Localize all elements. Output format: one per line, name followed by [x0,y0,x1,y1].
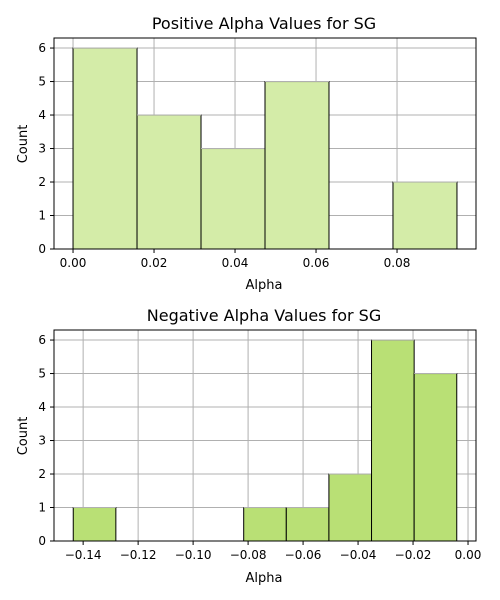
bottom-histogram-bar [413,373,458,542]
top-ytick-label: 4 [38,108,46,122]
top-yticks: 0 1 2 3 4 5 6 [38,41,54,256]
bottom-y-axis-label: Count [16,417,31,456]
top-xticks: 0.00 0.02 0.04 0.06 0.08 [60,249,411,270]
top-ytick-label: 3 [38,142,46,156]
top-ytick-label: 5 [38,75,46,89]
top-xtick-label: 0.08 [384,256,411,270]
bottom-xtick-label: −0.04 [340,548,377,562]
bottom-xtick-label: −0.14 [65,548,102,562]
top-histogram: Positive Alpha Values for SG 0.00 0.02 0.0… [16,14,477,293]
top-xtick-label: 0.06 [303,256,330,270]
top-bars [72,47,458,250]
bottom-histogram-bar [243,507,287,542]
bottom-histogram-bar [285,507,330,542]
bottom-bars [72,339,458,542]
bottom-xtick-label: −0.10 [175,548,212,562]
bottom-histogram-bar [72,507,117,542]
top-histogram-bar [392,181,458,250]
top-xtick-label: 0.04 [222,256,249,270]
bottom-ytick-label: 1 [38,501,46,515]
bottom-xtick-label: −0.08 [230,548,267,562]
bottom-xtick-label: −0.12 [120,548,157,562]
bottom-plot-frame [53,329,477,542]
top-histogram-bar [136,114,202,250]
bottom-histogram-bar [328,473,373,542]
bottom-xtick-label: −0.02 [395,548,432,562]
top-plot-frame [53,37,477,250]
bottom-histogram: Negative Alpha Values for SG −0.14 −0.12−… [16,306,481,586]
top-histogram-bar [72,47,138,250]
top-xtick-label: 0.00 [60,256,87,270]
bottom-histogram-bar [371,339,415,542]
bottom-ytick-label: 5 [38,367,46,381]
top-histogram-bar [200,148,266,250]
top-ytick-label: 6 [38,41,46,55]
top-ytick-label: 2 [38,175,46,189]
top-chart-title: Positive Alpha Values for SG [152,14,376,33]
top-ytick-label: 0 [38,242,46,256]
bottom-ytick-label: 3 [38,434,46,448]
bottom-x-axis-label: Alpha [246,571,283,586]
bottom-xtick-label: −0.06 [285,548,322,562]
top-y-axis-label: Count [16,125,31,164]
bottom-ytick-label: 4 [38,400,46,414]
top-xtick-label: 0.02 [141,256,168,270]
top-histogram-bar [264,81,330,250]
bottom-chart-title: Negative Alpha Values for SG [147,306,381,325]
bottom-xtick-label: 0.00 [455,548,482,562]
bottom-ytick-label: 6 [38,333,46,347]
top-x-axis-label: Alpha [246,278,283,293]
bottom-ytick-label: 2 [38,467,46,481]
bottom-ytick-label: 0 [38,534,46,548]
bottom-yticks: 0 1 2 3 4 5 6 [38,333,54,548]
bottom-xticks: −0.14 −0.12 −0.10 −0.08 −0.06 −0.04 −0.02 0.00 [65,541,482,562]
top-ytick-label: 1 [38,209,46,223]
